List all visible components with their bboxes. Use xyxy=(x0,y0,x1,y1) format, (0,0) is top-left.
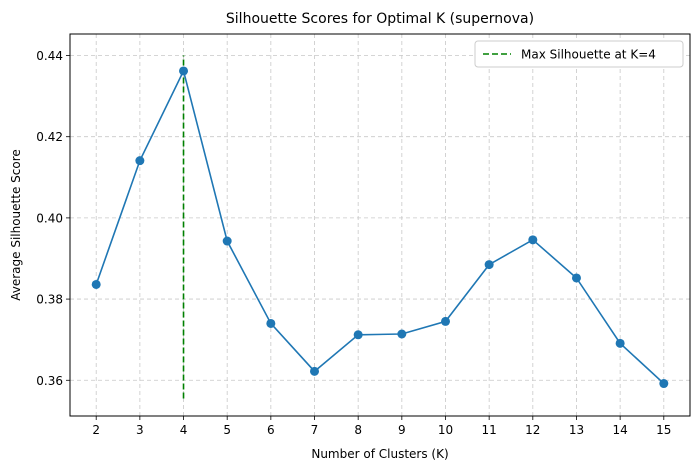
x-tick-label: 2 xyxy=(92,423,100,437)
data-point xyxy=(353,330,363,340)
data-point xyxy=(310,366,320,376)
y-tick-label: 0.38 xyxy=(36,293,63,307)
grid xyxy=(70,34,690,416)
legend-box xyxy=(474,40,684,68)
data-point xyxy=(397,329,407,339)
series-layer xyxy=(91,66,669,389)
x-tick-label: 13 xyxy=(569,423,584,437)
legend: Max Silhouette at K=4 xyxy=(474,40,684,68)
y-tick-label: 0.40 xyxy=(36,211,63,225)
series-line xyxy=(95,68,665,385)
plot-frame xyxy=(69,33,691,417)
data-point xyxy=(440,316,450,326)
x-tick-label: 14 xyxy=(613,423,628,437)
data-point xyxy=(571,273,581,283)
plot-area xyxy=(70,34,690,416)
data-point xyxy=(615,338,625,348)
x-tick-label: 5 xyxy=(223,423,231,437)
y-tick-label: 0.44 xyxy=(36,49,63,63)
y-tick-label: 0.36 xyxy=(36,374,63,388)
legend-label: Max Silhouette at K=4 xyxy=(521,48,656,62)
x-tick-label: 7 xyxy=(311,423,319,437)
data-point xyxy=(484,260,494,270)
data-point xyxy=(528,235,538,245)
y-axis-label: Average Silhouette Score xyxy=(9,149,23,301)
data-point xyxy=(266,318,276,328)
x-axis: 2 3 4 5 6 7 8 9 10 11 12 13 14 15 xyxy=(92,416,671,437)
chart-title: Silhouette Scores for Optimal K (superno… xyxy=(226,11,534,27)
x-tick-label: 6 xyxy=(267,423,275,437)
y-tick-label: 0.42 xyxy=(36,130,63,144)
data-point xyxy=(135,156,145,166)
x-tick-label: 11 xyxy=(482,423,497,437)
data-point xyxy=(222,236,232,246)
x-tick-label: 15 xyxy=(656,423,671,437)
x-tick-label: 3 xyxy=(136,423,144,437)
data-point xyxy=(91,279,101,289)
x-tick-label: 9 xyxy=(398,423,406,437)
x-tick-label: 10 xyxy=(438,423,453,437)
x-tick-label: 4 xyxy=(180,423,188,437)
y-axis: 0.36 0.38 0.40 0.42 0.44 xyxy=(36,49,70,388)
x-axis-label: Number of Clusters (K) xyxy=(311,447,448,461)
x-tick-label: 8 xyxy=(354,423,362,437)
x-tick-label: 12 xyxy=(525,423,540,437)
data-point xyxy=(659,379,669,389)
data-point xyxy=(179,66,189,76)
